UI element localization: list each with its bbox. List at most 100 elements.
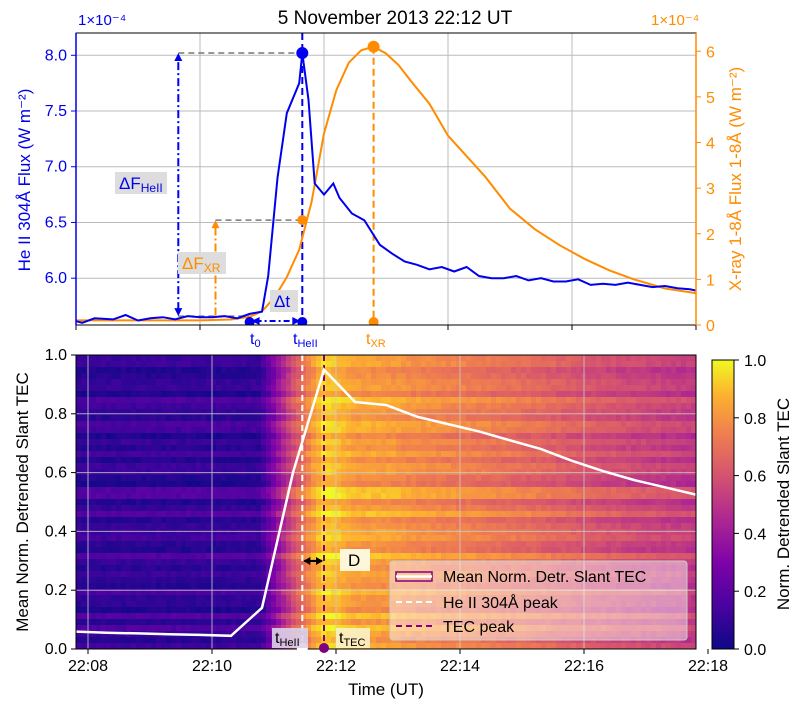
heatmap-cell (406, 433, 412, 440)
heatmap-cell (326, 439, 332, 446)
heatmap-cell (166, 643, 172, 649)
heatmap-cell (386, 397, 392, 404)
heatmap-cell (546, 457, 552, 464)
heatmap-cell (186, 481, 192, 488)
heatmap-cell (426, 445, 432, 452)
heatmap-cell (301, 481, 307, 488)
heatmap-cell (246, 577, 252, 584)
heatmap-cell (556, 517, 562, 524)
heatmap-cell (276, 565, 282, 572)
heatmap-cell (291, 577, 297, 584)
heatmap-cell (106, 415, 112, 422)
heatmap-cell (141, 523, 147, 530)
heatmap-cell (186, 625, 192, 632)
heatmap-cell (371, 583, 377, 590)
heatmap-cell (286, 481, 292, 488)
heatmap-cell (511, 475, 517, 482)
heatmap-cell (516, 367, 522, 374)
heatmap-cell (131, 385, 137, 392)
heatmap-cell (446, 397, 452, 404)
heatmap-cell (491, 391, 497, 398)
heatmap-cell (166, 457, 172, 464)
right-exponent: 1×10⁻⁴ (651, 12, 699, 29)
heatmap-cell (341, 391, 347, 398)
heatmap-cell (546, 535, 552, 542)
heatmap-cell (356, 367, 362, 374)
heatmap-cell (171, 361, 177, 368)
heatmap-cell (561, 355, 567, 362)
heatmap-cell (96, 625, 102, 632)
heatmap-cell (396, 517, 402, 524)
heatmap-cell (321, 559, 327, 566)
heatmap-cell (81, 505, 87, 512)
heatmap-cell (451, 547, 457, 554)
heatmap-cell (271, 403, 277, 410)
heatmap-cell (146, 415, 152, 422)
heatmap-cell (206, 523, 212, 530)
heatmap-cell (291, 499, 297, 506)
heatmap-cell (286, 571, 292, 578)
heatmap-cell (116, 451, 122, 458)
heatmap-cell (171, 547, 177, 554)
heatmap-cell (171, 529, 177, 536)
heatmap-cell (391, 595, 397, 602)
heatmap-cell (106, 637, 112, 644)
heatmap-cell (176, 571, 182, 578)
heatmap-cell (226, 541, 232, 548)
heatmap-cell (451, 631, 457, 638)
heatmap-cell (561, 487, 567, 494)
heatmap-cell (556, 355, 562, 362)
heatmap-cell (101, 421, 107, 428)
heatmap-cell (391, 529, 397, 536)
heatmap-cell (556, 463, 562, 470)
heatmap-cell (561, 631, 567, 638)
heatmap-cell (416, 631, 422, 638)
heatmap-cell (86, 493, 92, 500)
heatmap-cell (326, 499, 332, 506)
heatmap-cell (241, 439, 247, 446)
heatmap-cell (266, 565, 272, 572)
heatmap-cell (426, 559, 432, 566)
heatmap-cell (476, 367, 482, 374)
heatmap-cell (151, 445, 157, 452)
heatmap-cell (566, 367, 572, 374)
heatmap-cell (171, 421, 177, 428)
heatmap-cell (506, 595, 512, 602)
heatmap-cell (136, 433, 142, 440)
heatmap-cell (436, 433, 442, 440)
heatmap-cell (271, 517, 277, 524)
heatmap-cell (556, 421, 562, 428)
heatmap-cell (301, 379, 307, 386)
heatmap-cell (336, 403, 342, 410)
heatmap-cell (486, 475, 492, 482)
heatmap-cell (166, 487, 172, 494)
heatmap-cell (536, 457, 542, 464)
heatmap-cell (351, 487, 357, 494)
heatmap-cell (441, 619, 447, 626)
heatmap-cell (551, 373, 557, 380)
heatmap-cell (471, 517, 477, 524)
heatmap-column (296, 355, 302, 649)
heatmap-cell (511, 541, 517, 548)
heatmap-cell (511, 499, 517, 506)
heatmap-cell (166, 493, 172, 500)
heatmap-cell (341, 373, 347, 380)
heatmap-cell (131, 511, 137, 518)
heatmap-cell (76, 541, 82, 548)
heatmap-cell (531, 625, 537, 632)
heatmap-cell (126, 361, 132, 368)
heatmap-cell (441, 379, 447, 386)
heatmap-cell (261, 547, 267, 554)
heatmap-cell (371, 493, 377, 500)
heatmap-cell (126, 487, 132, 494)
heatmap-cell (311, 499, 317, 506)
heatmap-cell (256, 595, 262, 602)
heatmap-cell (296, 571, 302, 578)
heatmap-cell (426, 511, 432, 518)
heatmap-cell (201, 541, 207, 548)
heatmap-cell (536, 571, 542, 578)
heatmap-column (161, 355, 167, 649)
heatmap-cell (181, 403, 187, 410)
heatmap-cell (96, 529, 102, 536)
heatmap-cell (161, 385, 167, 392)
